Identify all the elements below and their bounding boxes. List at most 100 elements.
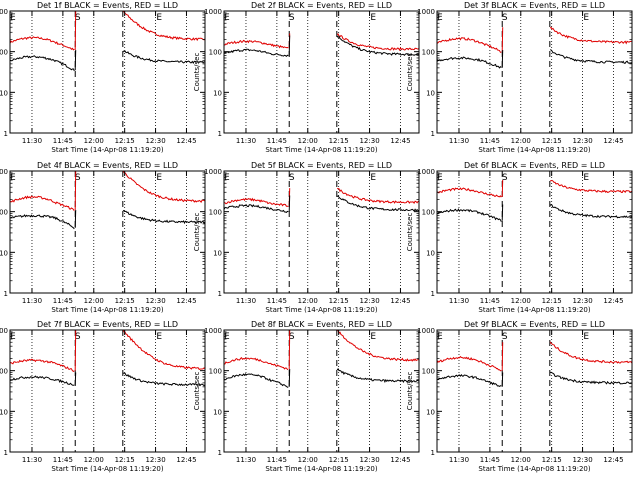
x-tick-label: 12:15 <box>115 297 135 305</box>
y-tick-label: 1000 <box>204 8 222 16</box>
y-tick-label: 1000 <box>417 327 435 335</box>
panel-6: Det 6f BLACK = Events, RED = LLD E S E 1 10 10… <box>406 161 633 314</box>
y-tick-label: 100 <box>0 368 8 376</box>
panel-title: Det 9f BLACK = Events, RED = LLD <box>464 320 605 329</box>
x-tick-label: 11:45 <box>53 297 73 305</box>
y-tick-label: 100 <box>209 49 222 57</box>
lld-series-line <box>224 188 419 207</box>
x-tick-label: 12:30 <box>145 456 165 464</box>
x-tick-label: 11:30 <box>236 456 256 464</box>
y-tick-label: 10 <box>0 249 8 257</box>
x-axis-label: Start Time (14-Apr-08 11:19:20) <box>265 465 377 473</box>
y-tick-label: 100 <box>0 49 8 57</box>
y-tick-label: 1000 <box>417 168 435 176</box>
y-tick-label: 1 <box>4 130 8 138</box>
panel-4: Det 4f BLACK = Events, RED = LLD E S E 1 10 10… <box>0 161 206 314</box>
x-tick-label: 12:00 <box>298 456 318 464</box>
x-tick-label: 11:30 <box>22 297 42 305</box>
x-tick-label: 12:00 <box>84 456 104 464</box>
y-tick-label: 1 <box>218 130 222 138</box>
lld-series-line <box>437 26 632 53</box>
x-axis-label: Start Time (14-Apr-08 11:19:20) <box>478 306 590 314</box>
y-tick-label: 1 <box>431 130 435 138</box>
y-tick-label: 1000 <box>0 8 8 16</box>
events-series-line <box>224 35 419 57</box>
x-tick-label: 12:00 <box>84 137 104 145</box>
lld-series-line <box>224 33 419 52</box>
marker-label: E <box>583 332 589 342</box>
lld-series-line <box>10 171 205 212</box>
y-tick-label: 100 <box>422 49 435 57</box>
y-tick-label: 1 <box>431 449 435 457</box>
y-tick-label: 1000 <box>204 327 222 335</box>
x-tick-label: 12:00 <box>511 137 531 145</box>
y-tick-label: 10 <box>0 408 8 416</box>
plot-frame <box>9 329 206 453</box>
x-axis-label: Start Time (14-Apr-08 11:19:20) <box>51 146 163 154</box>
x-tick-label: 11:45 <box>480 297 500 305</box>
y-tick-label: 1 <box>4 290 8 298</box>
marker-label: E <box>156 173 162 183</box>
panel-5: Det 5f BLACK = Events, RED = LLD E S E 1 10 10… <box>193 161 420 314</box>
x-tick-label: 11:45 <box>53 456 73 464</box>
x-tick-label: 12:45 <box>176 297 196 305</box>
x-tick-label: 12:30 <box>359 297 379 305</box>
x-tick-label: 11:30 <box>236 297 256 305</box>
x-tick-label: 12:45 <box>390 137 410 145</box>
x-tick-label: 12:15 <box>542 456 562 464</box>
x-tick-label: 12:30 <box>572 137 592 145</box>
y-tick-label: 10 <box>213 89 222 97</box>
marker-label: E <box>437 173 443 183</box>
lld-series-line <box>224 330 419 371</box>
x-tick-label: 12:15 <box>329 137 349 145</box>
plot-frame <box>223 10 420 134</box>
plot-frame <box>9 10 206 134</box>
x-tick-label: 11:30 <box>236 137 256 145</box>
x-tick-label: 12:15 <box>542 137 562 145</box>
panel-title: Det 8f BLACK = Events, RED = LLD <box>251 320 392 329</box>
y-tick-label: 1 <box>218 290 222 298</box>
marker-label: S <box>289 332 295 342</box>
x-tick-label: 11:30 <box>449 456 469 464</box>
plot-frame <box>9 170 206 294</box>
events-series-line <box>437 49 632 69</box>
x-tick-label: 12:30 <box>572 297 592 305</box>
events-series-line <box>10 209 205 230</box>
x-tick-label: 11:30 <box>22 137 42 145</box>
marker-label: E <box>370 173 376 183</box>
marker-label: E <box>370 332 376 342</box>
panel-title: Det 1f BLACK = Events, RED = LLD <box>37 1 178 10</box>
marker-label: S <box>75 173 81 183</box>
plot-frame <box>436 329 633 453</box>
marker-label: E <box>10 173 16 183</box>
x-tick-label: 12:00 <box>511 456 531 464</box>
marker-label: E <box>10 332 16 342</box>
marker-label: E <box>224 13 230 23</box>
x-tick-label: 11:45 <box>480 456 500 464</box>
x-tick-label: 11:45 <box>267 137 287 145</box>
x-tick-label: 12:30 <box>359 456 379 464</box>
x-tick-label: 12:45 <box>603 297 623 305</box>
plot-frame <box>223 329 420 453</box>
panel-title: Det 7f BLACK = Events, RED = LLD <box>37 320 178 329</box>
panel-title: Det 5f BLACK = Events, RED = LLD <box>251 161 392 170</box>
x-tick-label: 11:30 <box>22 456 42 464</box>
marker-label: S <box>289 13 295 23</box>
x-tick-label: 12:30 <box>572 456 592 464</box>
y-axis-label: Counts/sec <box>193 372 201 411</box>
events-series-line <box>224 195 419 213</box>
x-tick-label: 11:45 <box>267 297 287 305</box>
events-series-line <box>10 49 205 72</box>
marker-label: E <box>437 13 443 23</box>
y-axis-label: Counts/sec <box>406 53 414 92</box>
panel-7: Det 7f BLACK = Events, RED = LLD E S E 1 10 10… <box>0 320 206 473</box>
marker-label: E <box>370 13 376 23</box>
y-tick-label: 100 <box>209 209 222 217</box>
x-tick-label: 11:45 <box>480 137 500 145</box>
lld-series-line <box>10 330 205 372</box>
y-axis-label: Counts/sec <box>406 372 414 411</box>
marker-label: E <box>224 173 230 183</box>
x-tick-label: 12:15 <box>329 297 349 305</box>
marker-label: S <box>502 13 508 23</box>
